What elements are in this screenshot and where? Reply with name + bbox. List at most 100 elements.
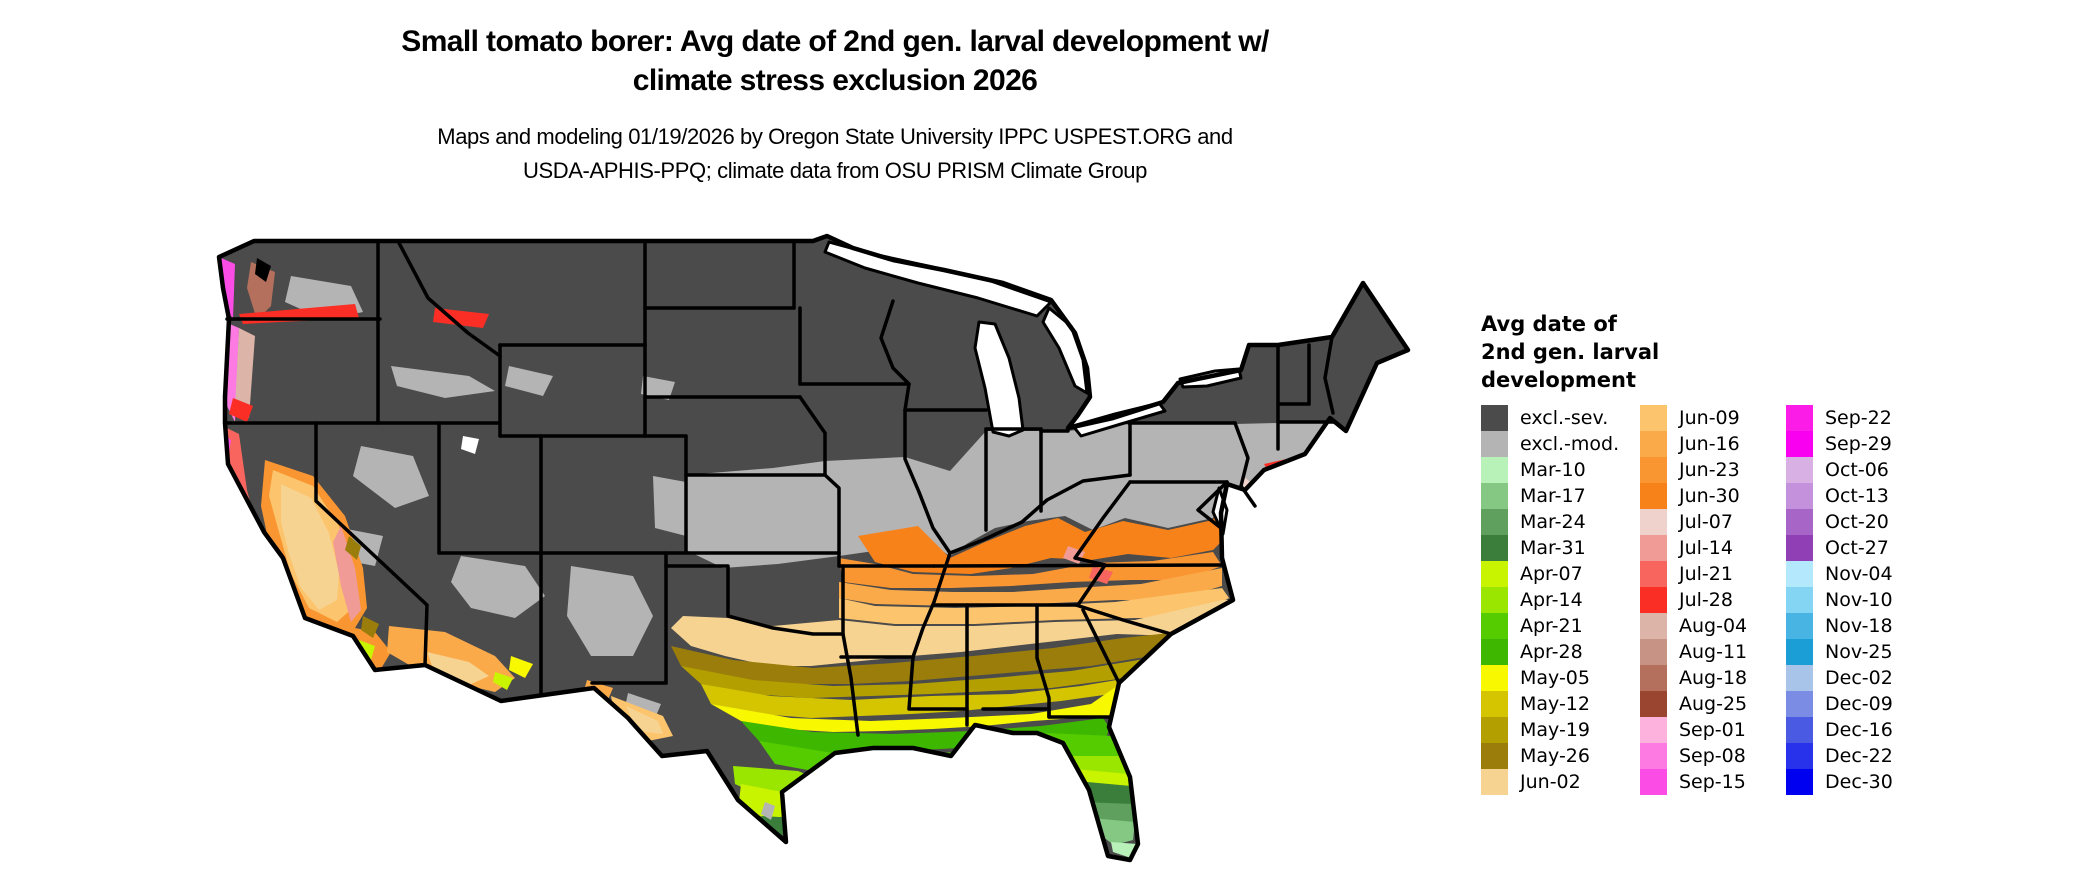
- region-excl-moderate-blackhills: [641, 376, 675, 400]
- legend-label: Mar-10: [1520, 459, 1586, 481]
- region-water-pugetsound: [255, 258, 271, 282]
- legend-swatch: [1481, 483, 1508, 509]
- legend-swatch: [1481, 457, 1508, 483]
- legend-label: Aug-25: [1679, 693, 1748, 715]
- legend-swatch: [1640, 561, 1667, 587]
- legend-item: Mar-31: [1481, 535, 1640, 561]
- legend-column-3: Sep-22 Sep-29 Oct-06 Oct-13 Oct-20 Oct-27 Nov-…: [1786, 405, 1936, 795]
- region-jun23-band: [839, 552, 1222, 588]
- region-jun30-ohiovalley: [858, 485, 1247, 574]
- legend-swatch: [1786, 509, 1813, 535]
- legend-label: Aug-18: [1679, 667, 1748, 689]
- legend-item: Oct-27: [1786, 535, 1936, 561]
- region-apr07-gila-speck: [493, 672, 513, 690]
- legend-item: Jun-09: [1640, 405, 1786, 431]
- legend-label: Apr-21: [1520, 615, 1583, 637]
- legend-label: Mar-31: [1520, 537, 1586, 559]
- legend-columns: excl.-sev. excl.-mod. Mar-10 Mar-17 Mar-24 Ma…: [1481, 405, 1951, 795]
- legend-swatch: [1640, 431, 1667, 457]
- legend-label: May-26: [1520, 745, 1590, 767]
- legend-label: Nov-10: [1825, 589, 1893, 611]
- legend-swatch: [1786, 769, 1813, 795]
- legend-swatch: [1640, 457, 1667, 483]
- legend-item: Apr-28: [1481, 639, 1640, 665]
- legend-swatch: [1786, 561, 1813, 587]
- us-choropleth-map: [213, 228, 1413, 888]
- legend-label: Jul-07: [1679, 511, 1733, 533]
- legend-swatch: [1640, 405, 1667, 431]
- region-jul14-sierra-fringe: [333, 526, 361, 622]
- legend-item: Sep-22: [1786, 405, 1936, 431]
- legend-item: Aug-04: [1640, 613, 1786, 639]
- legend-item: Apr-07: [1481, 561, 1640, 587]
- legend-title-line-1: Avg date of: [1481, 312, 1617, 336]
- region-may19-band: [681, 654, 1195, 698]
- legend-item: Sep-15: [1640, 769, 1786, 795]
- map-legend: Avg date of 2nd gen. larval development …: [1481, 310, 1951, 795]
- legend-item: Oct-20: [1786, 509, 1936, 535]
- region-excl-moderate-eastcolorado: [653, 476, 686, 536]
- legend-swatch: [1786, 743, 1813, 769]
- page-title: Small tomato borer: Avg date of 2nd gen.…: [165, 22, 1505, 100]
- legend-label: Jul-28: [1679, 589, 1733, 611]
- legend-swatch: [1640, 587, 1667, 613]
- legend-label: Apr-14: [1520, 589, 1583, 611]
- legend-swatch: [1786, 587, 1813, 613]
- region-gray-speck-southtexas: [761, 802, 775, 820]
- region-excl-moderate-midwest: [686, 422, 1341, 568]
- legend-label: Mar-17: [1520, 485, 1586, 507]
- legend-swatch: [1481, 431, 1508, 457]
- legend-label: Dec-30: [1825, 771, 1893, 793]
- legend-swatch: [1481, 665, 1508, 691]
- legend-column-2: Jun-09 Jun-16 Jun-23 Jun-30 Jul-07 Jul-14 Jul-…: [1640, 405, 1786, 795]
- legend-item: Dec-02: [1786, 665, 1936, 691]
- legend-label: Aug-11: [1679, 641, 1748, 663]
- region-jun02-centralvalley: [281, 484, 339, 610]
- legend-label: Aug-04: [1679, 615, 1748, 637]
- title-line-2: climate stress exclusion 2026: [632, 64, 1038, 97]
- legend-item: Aug-18: [1640, 665, 1786, 691]
- legend-item: Sep-29: [1786, 431, 1936, 457]
- legend-label: Nov-04: [1825, 563, 1893, 585]
- region-excl-moderate-wyoming: [505, 366, 553, 396]
- lake-michigan: [973, 320, 1025, 438]
- legend-item: Apr-14: [1481, 587, 1640, 613]
- us-map-svg: [216, 233, 1411, 863]
- region-mar17-florida: [1091, 818, 1135, 845]
- legend-swatch: [1640, 535, 1667, 561]
- legend-item: Sep-08: [1640, 743, 1786, 769]
- legend-label: May-19: [1520, 719, 1590, 741]
- legend-label: Sep-29: [1825, 433, 1892, 455]
- region-apr28-band: [741, 718, 1109, 753]
- legend-item: Sep-01: [1640, 717, 1786, 743]
- legend-swatch: [1481, 535, 1508, 561]
- legend-item: Dec-22: [1786, 743, 1936, 769]
- region-may26-sierra-speck1: [345, 536, 361, 560]
- legend-item: Jul-21: [1640, 561, 1786, 587]
- legend-label: Nov-25: [1825, 641, 1893, 663]
- legend-label: Oct-06: [1825, 459, 1889, 481]
- legend-swatch: [1640, 483, 1667, 509]
- subtitle-line-1: Maps and modeling 01/19/2026 by Oregon S…: [437, 124, 1233, 149]
- legend-swatch: [1786, 691, 1813, 717]
- legend-label: Oct-27: [1825, 537, 1889, 559]
- legend-swatch: [1786, 639, 1813, 665]
- legend-label: Jun-09: [1679, 407, 1740, 429]
- region-may05-band: [711, 686, 1117, 732]
- legend-item: Apr-21: [1481, 613, 1640, 639]
- legend-item: Jul-28: [1640, 587, 1786, 613]
- legend-swatch: [1640, 769, 1667, 795]
- legend-swatch: [1481, 691, 1508, 717]
- legend-label: Sep-01: [1679, 719, 1746, 741]
- legend-swatch: [1640, 509, 1667, 535]
- legend-label: Jun-16: [1679, 433, 1740, 455]
- legend-item: excl.-mod.: [1481, 431, 1640, 457]
- legend-label: Nov-18: [1825, 615, 1893, 637]
- legend-column-1: excl.-sev. excl.-mod. Mar-10 Mar-17 Mar-24 Ma…: [1481, 405, 1640, 795]
- region-excl-moderate-basin1: [353, 446, 429, 508]
- legend-item: Aug-11: [1640, 639, 1786, 665]
- lake-erie: [1071, 401, 1167, 438]
- legend-item: Mar-17: [1481, 483, 1640, 509]
- legend-swatch: [1640, 691, 1667, 717]
- region-may26-sierra-speck2: [361, 616, 379, 638]
